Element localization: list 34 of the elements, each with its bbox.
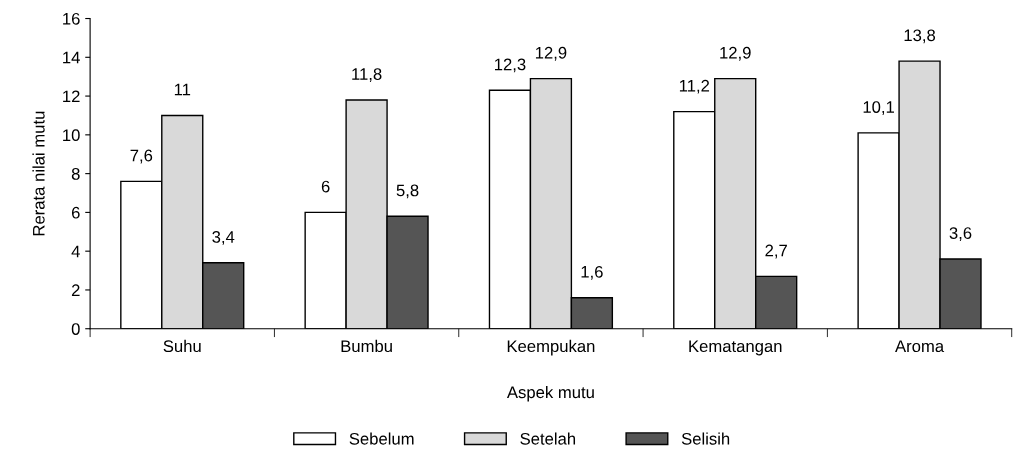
data-label: 3,4: [212, 231, 235, 245]
data-label: 12,3: [495, 58, 526, 73]
x-tick-label: Bumbu: [341, 339, 392, 353]
y-axis-title: Rerata nilai mutu: [32, 111, 45, 236]
legend-label: Sebelum: [349, 432, 414, 445]
y-tick-label: 10: [63, 129, 80, 142]
x-tick-label: Kematangan: [689, 340, 782, 356]
data-label: 13,8: [904, 29, 936, 44]
data-label: 10,1: [863, 101, 894, 115]
data-label: 11: [174, 83, 191, 96]
y-tick-label: 8: [71, 168, 80, 180]
legend-label: Selisih: [681, 432, 730, 445]
data-label: 12,9: [535, 46, 567, 61]
data-label: 2,7: [765, 244, 787, 259]
x-tick-label: Aroma: [895, 340, 945, 353]
x-tick-label: Suhu: [163, 339, 201, 353]
legend-label: Setelah: [520, 432, 576, 445]
data-label: 11,8: [352, 68, 382, 82]
data-label: 3,6: [949, 227, 972, 241]
y-tick-label: 4: [71, 245, 80, 258]
y-tick-label: 12: [63, 90, 80, 103]
y-tick-label: 6: [71, 206, 80, 219]
x-tick-label: Keempukan: [507, 339, 595, 356]
x-axis-title: Aspek mutu: [506, 385, 594, 402]
data-label: 7,6: [130, 149, 153, 164]
data-label: 6: [321, 180, 330, 193]
data-label: 12,9: [720, 46, 751, 61]
data-label: 1,6: [581, 265, 603, 280]
data-label: 5,8: [396, 184, 419, 199]
y-tick-label: 2: [71, 284, 80, 296]
y-tick-label: 0: [71, 323, 80, 335]
y-tick-label: 14: [63, 51, 80, 64]
data-label: 11,2: [679, 79, 710, 94]
y-tick-label: 16: [63, 12, 80, 25]
